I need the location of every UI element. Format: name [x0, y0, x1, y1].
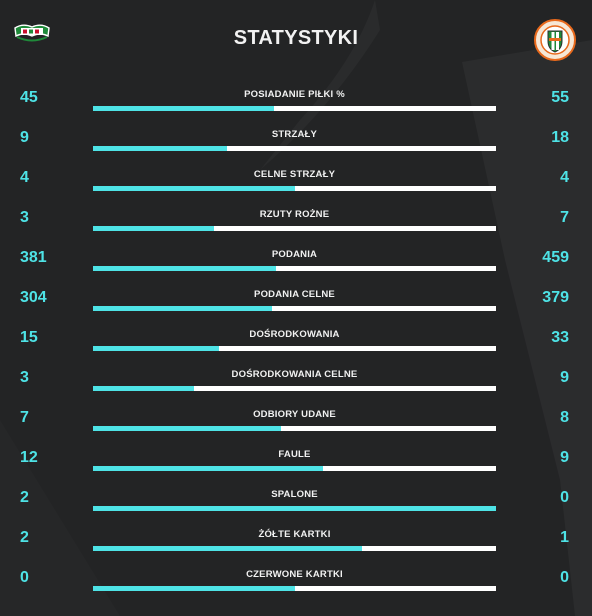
stat-row: 7 ODBIORY UDANE 8	[0, 398, 592, 438]
stat-row: 9 STRZAŁY 18	[0, 118, 592, 158]
stat-row: 45 POSIADANIE PIŁKI % 55	[0, 78, 592, 118]
home-value: 381	[20, 249, 47, 266]
away-value: 33	[551, 329, 569, 346]
comparison-bar	[93, 466, 496, 471]
comparison-bar-home-fill	[93, 106, 275, 111]
away-value: 55	[551, 89, 569, 106]
away-value: 9	[560, 449, 569, 466]
stat-label: CZERWONE KARTKI	[246, 569, 343, 580]
stat-row: 2 SPALONE 0	[0, 478, 592, 518]
comparison-bar	[93, 506, 496, 511]
home-value: 7	[20, 409, 29, 426]
comparison-bar-home-fill	[93, 226, 214, 231]
home-value: 304	[20, 289, 47, 306]
comparison-bar	[93, 266, 496, 271]
stat-label: ODBIORY UDANE	[253, 409, 336, 420]
stat-label: RZUTY ROŻNE	[259, 209, 330, 220]
comparison-bar	[93, 586, 496, 591]
zaglebie-lubin-crest-icon	[534, 19, 576, 61]
home-value: 4	[20, 169, 29, 186]
away-value: 459	[542, 249, 569, 266]
away-value: 7	[560, 209, 569, 226]
comparison-bar-home-fill	[93, 506, 496, 511]
home-value: 2	[20, 529, 29, 546]
page-title: STATYSTYKI	[233, 27, 359, 49]
comparison-bar-home-fill	[93, 466, 324, 471]
stat-row: 0 CZERWONE KARTKI 0	[0, 558, 592, 598]
away-value: 1	[560, 529, 569, 546]
comparison-bar-home-fill	[93, 306, 273, 311]
home-value: 3	[20, 369, 29, 386]
comparison-bar	[93, 546, 496, 551]
home-value: 12	[20, 449, 38, 466]
stat-row: 12 FAULE 9	[0, 438, 592, 478]
comparison-bar	[93, 346, 496, 351]
stat-label: STRZAŁY	[271, 129, 318, 140]
comparison-bar-home-fill	[93, 146, 228, 151]
comparison-bar-home-fill	[93, 186, 295, 191]
stats-header: STATYSTYKI	[0, 0, 592, 78]
home-value: 45	[20, 89, 38, 106]
comparison-bar	[93, 226, 496, 231]
stat-row: 2 ŻÓŁTE KARTKI 1	[0, 518, 592, 558]
comparison-bar-home-fill	[93, 426, 282, 431]
stat-label: SPALONE	[271, 489, 318, 500]
stat-label: PODANIA CELNE	[254, 289, 335, 300]
stat-row: 381 PODANIA 459	[0, 238, 592, 278]
away-value: 4	[560, 169, 569, 186]
away-value: 8	[560, 409, 569, 426]
stat-label: CELNE STRZAŁY	[253, 169, 336, 180]
stat-row: 3 RZUTY ROŻNE 7	[0, 198, 592, 238]
comparison-bar-home-fill	[93, 386, 194, 391]
comparison-bar	[93, 306, 496, 311]
stat-label: POSIADANIE PIŁKI %	[244, 89, 345, 100]
stat-row: 4 CELNE STRZAŁY 4	[0, 158, 592, 198]
comparison-bar	[93, 186, 496, 191]
stats-list: 45 POSIADANIE PIŁKI % 55 9 STRZAŁY 18 4 CELNE S…	[0, 78, 592, 598]
home-team-logo	[13, 22, 51, 50]
comparison-bar	[93, 106, 496, 111]
comparison-bar-home-fill	[93, 546, 362, 551]
away-value: 0	[560, 489, 569, 506]
stat-row: 15 DOŚRODKOWANIA 33	[0, 318, 592, 358]
lechia-gdansk-crest-icon	[14, 24, 50, 42]
stat-row: 304 PODANIA CELNE 379	[0, 278, 592, 318]
home-value: 2	[20, 489, 29, 506]
away-value: 0	[560, 569, 569, 586]
stat-label: DOŚRODKOWANIA CELNE	[231, 369, 358, 380]
comparison-bar	[93, 426, 496, 431]
home-value: 3	[20, 209, 29, 226]
away-value: 18	[551, 129, 569, 146]
comparison-bar	[93, 146, 496, 151]
stat-label: PODANIA	[271, 249, 318, 260]
stat-label: ŻÓŁTE KARTKI	[258, 529, 331, 540]
home-value: 15	[20, 329, 38, 346]
comparison-bar-home-fill	[93, 586, 295, 591]
away-team-logo	[534, 19, 576, 61]
stat-row: 3 DOŚRODKOWANIA CELNE 9	[0, 358, 592, 398]
home-value: 9	[20, 129, 29, 146]
stat-label: FAULE	[278, 449, 311, 460]
comparison-bar-home-fill	[93, 346, 219, 351]
stat-label: DOŚRODKOWANIA	[249, 329, 340, 340]
home-value: 0	[20, 569, 29, 586]
away-value: 379	[542, 289, 569, 306]
away-value: 9	[560, 369, 569, 386]
comparison-bar	[93, 386, 496, 391]
comparison-bar-home-fill	[93, 266, 276, 271]
